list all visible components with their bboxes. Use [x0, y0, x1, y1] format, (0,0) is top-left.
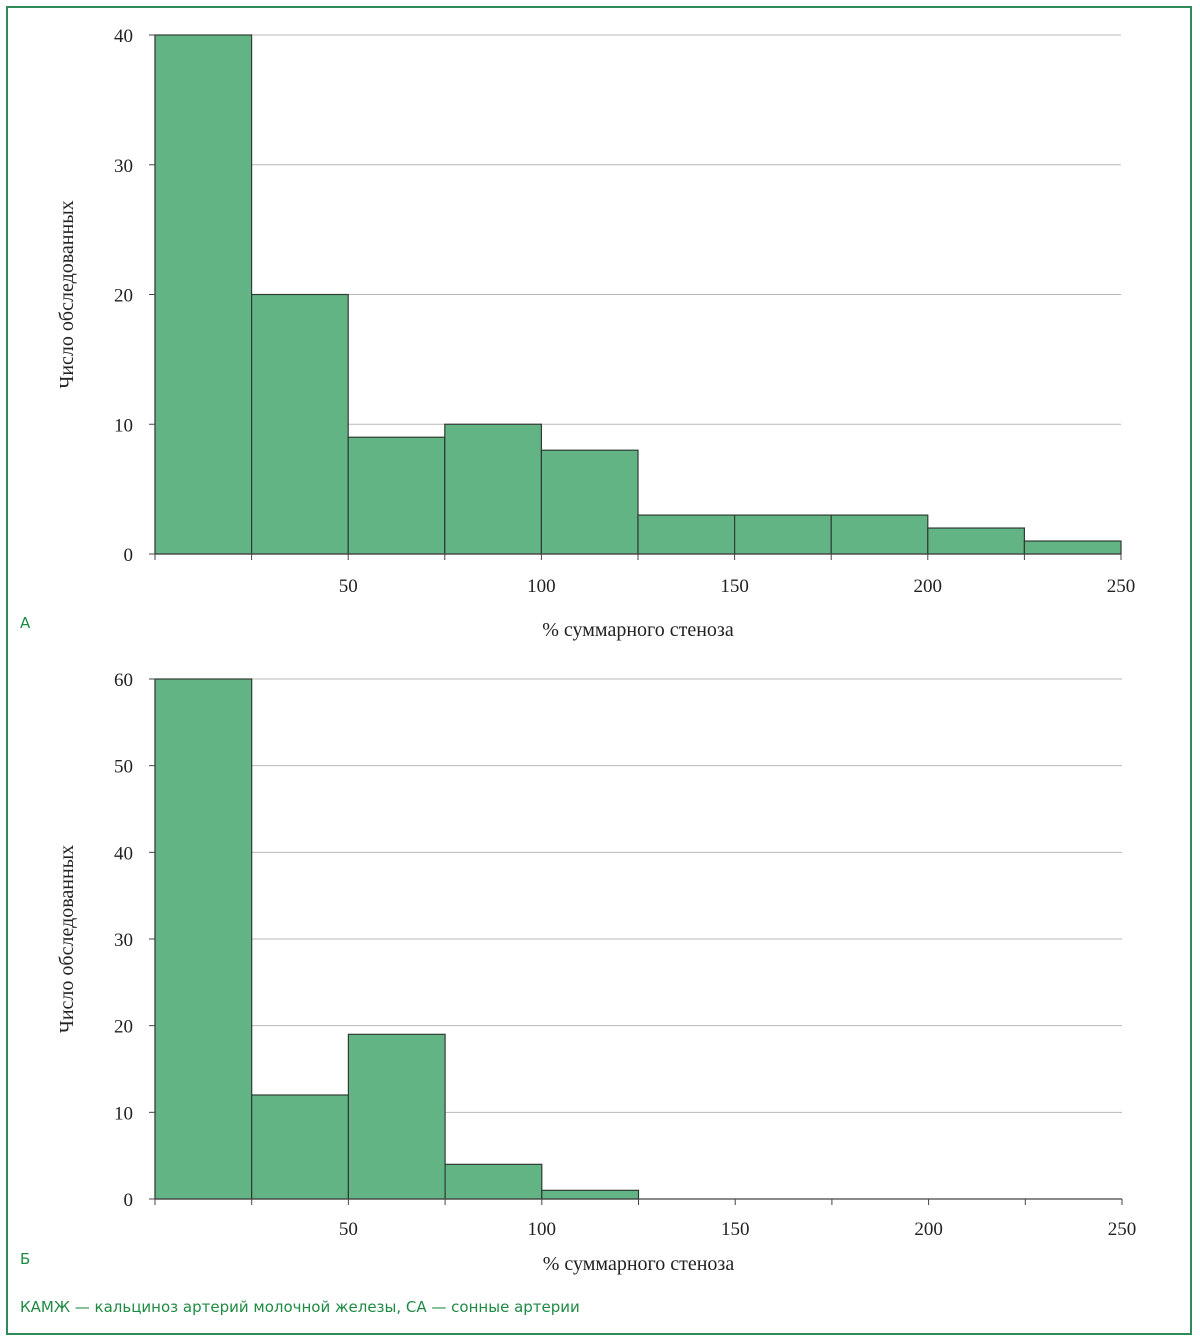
y-axis-title: Число обследованных — [56, 200, 78, 388]
y-tick-label: 0 — [124, 545, 134, 566]
x-tick-label: 150 — [720, 576, 749, 597]
bar — [444, 1163, 543, 1200]
x-tick-label: 200 — [914, 576, 943, 597]
panel-label-b: Б — [20, 1250, 31, 1268]
panel-label-a: А — [20, 614, 31, 632]
x-tick-label: 50 — [339, 576, 358, 597]
x-axis-title: % суммарного стеноза — [542, 619, 734, 641]
y-tick-label: 20 — [114, 286, 133, 307]
bar — [444, 423, 542, 555]
x-tick-label: 100 — [527, 576, 556, 597]
y-tick-label: 0 — [124, 1190, 134, 1211]
y-tick-label: 50 — [114, 757, 133, 778]
x-tick-label: 150 — [721, 1219, 750, 1240]
x-tick-label: 100 — [528, 1219, 557, 1240]
y-tick-label: 40 — [114, 26, 133, 47]
x-tick-label: 250 — [1107, 576, 1136, 597]
y-tick-label: 60 — [114, 670, 133, 691]
bar — [541, 1189, 640, 1200]
x-tick-label: 250 — [1108, 1219, 1137, 1240]
bar — [830, 514, 929, 555]
y-tick-label: 20 — [114, 1017, 133, 1038]
bar — [251, 1094, 349, 1200]
bar — [251, 293, 349, 555]
figure-footnote: КАМЖ — кальциноз артерий молочной железы… — [20, 1298, 580, 1316]
bar — [540, 449, 639, 555]
y-tick-label: 10 — [114, 1103, 133, 1124]
y-tick-label: 40 — [114, 843, 133, 864]
x-tick-label: 50 — [339, 1219, 358, 1240]
y-axis-title: Число обследованных — [56, 845, 78, 1033]
bar — [154, 678, 253, 1200]
bar — [347, 1033, 446, 1200]
y-tick-label: 30 — [114, 930, 133, 951]
bar — [927, 527, 1025, 555]
bar — [347, 436, 446, 555]
x-tick-label: 200 — [914, 1219, 943, 1240]
y-tick-label: 30 — [114, 156, 133, 177]
y-tick-label: 10 — [114, 415, 133, 436]
histogram-a: 0 10 20 30 40 50 100 150 200 250 % суммарного стен… — [56, 26, 1136, 641]
x-axis-title: % суммарного стеноза — [543, 1253, 735, 1275]
